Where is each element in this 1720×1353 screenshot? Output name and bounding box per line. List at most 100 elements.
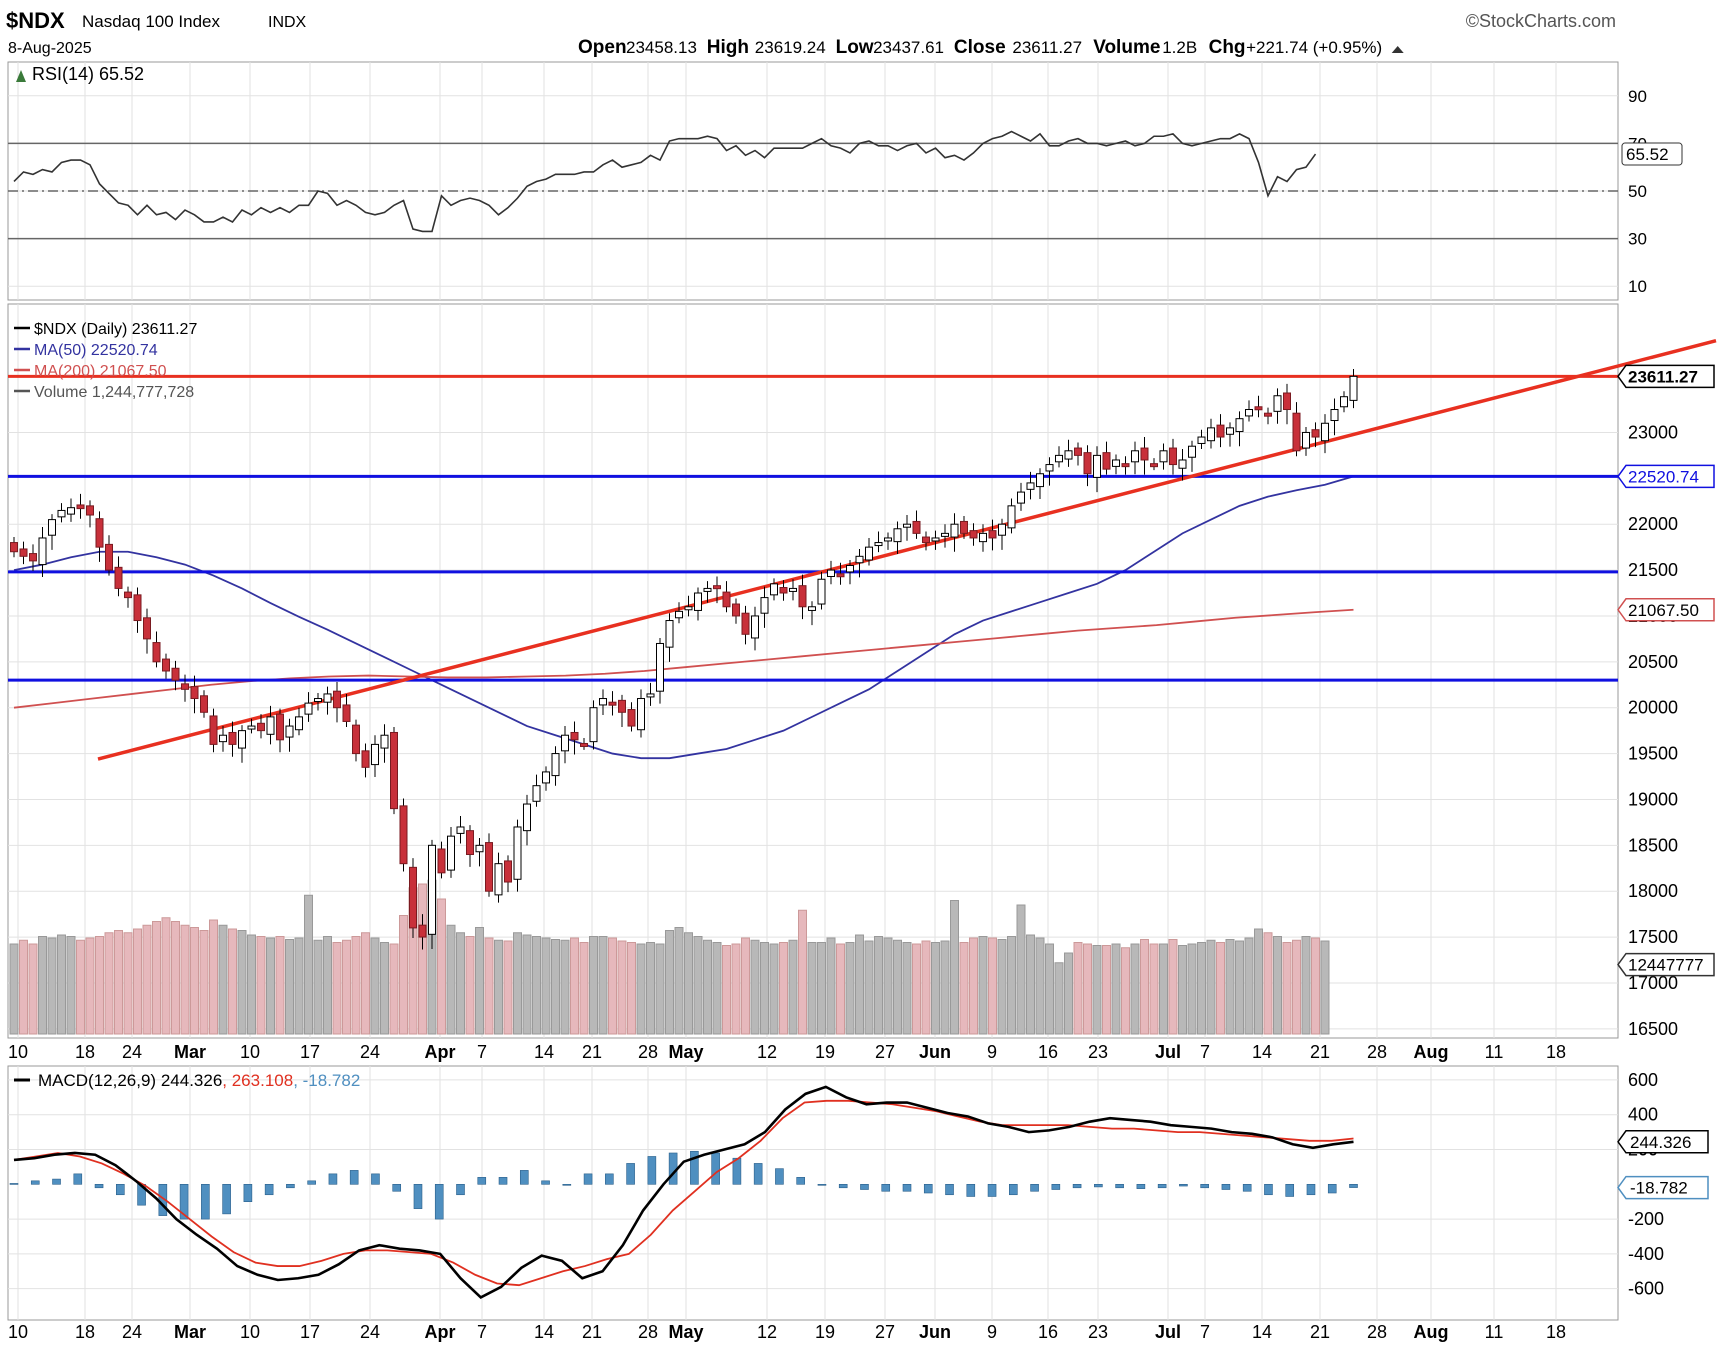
candle: [998, 518, 1006, 550]
macd-histogram-bar: [1030, 1184, 1039, 1192]
volume-bar: [817, 942, 826, 1035]
volume-bar: [1235, 940, 1244, 1035]
price-tick-label: 21500: [1628, 560, 1678, 580]
volume-bar: [199, 930, 209, 1035]
macd-x-tick-label: 7: [1200, 1322, 1210, 1342]
candle: [456, 815, 465, 844]
candle-body: [1102, 452, 1111, 470]
volume-bar: [142, 924, 152, 1035]
candle-body: [979, 532, 987, 543]
macd-histogram-bar: [52, 1178, 61, 1185]
price-x-tick-label: 28: [1367, 1042, 1387, 1062]
macd-x-tick-label: 14: [534, 1322, 554, 1342]
candle-body: [1226, 427, 1234, 435]
candle-body: [447, 835, 455, 871]
candle-body: [1036, 473, 1044, 488]
candle-body: [295, 716, 303, 731]
volume-bar: [304, 894, 313, 1035]
volume-bar: [1130, 943, 1140, 1035]
candle: [703, 581, 712, 603]
macd-histogram-bar: [1115, 1184, 1124, 1189]
macd-histogram-bar: [1242, 1184, 1252, 1192]
volume-bar: [902, 942, 912, 1035]
candle: [1131, 441, 1139, 475]
volume-bar: [912, 943, 921, 1035]
volume-bar: [1178, 945, 1187, 1035]
macd-histogram-bar: [328, 1173, 338, 1185]
volume-bar: [361, 932, 370, 1035]
price-x-tick-label: Jun: [919, 1042, 951, 1062]
ohlc-value: +221.74 (+0.95%): [1246, 38, 1382, 57]
candle: [285, 718, 294, 752]
volume-bar: [85, 937, 95, 1035]
candle: [1102, 441, 1111, 475]
macd-histogram-bar: [541, 1180, 550, 1185]
volume-bar: [636, 943, 646, 1035]
candle-body: [181, 683, 189, 690]
candle: [561, 726, 569, 764]
volume-bar: [1016, 904, 1026, 1035]
macd-x-tick-label: 18: [1546, 1322, 1566, 1342]
volume-bar: [731, 943, 741, 1035]
ohlc-label: Chg: [1209, 37, 1246, 58]
candle-body: [570, 731, 579, 741]
macd-x-tick-label: 10: [8, 1322, 28, 1342]
candle-body: [637, 698, 645, 731]
macd-histogram-bar: [243, 1184, 253, 1202]
macd-tick-label: -600: [1628, 1279, 1664, 1299]
macd-histogram-bar: [179, 1184, 189, 1220]
volume-bar: [114, 930, 123, 1035]
volume-bar: [883, 937, 893, 1035]
candle-body: [124, 591, 132, 599]
date-text: 8-Aug-2025: [8, 40, 92, 57]
macd-line: [13, 1085, 1354, 1299]
price-tick-label: 17500: [1628, 927, 1678, 947]
candle-body: [76, 504, 85, 510]
price-tick-label: 22000: [1628, 514, 1678, 534]
volume-bar: [209, 919, 218, 1035]
volume-bar: [1320, 940, 1330, 1035]
candle: [1178, 448, 1187, 481]
price-legend-text: MA(50) 22520.74: [34, 342, 158, 359]
volume-bar: [9, 943, 19, 1035]
candle: [276, 708, 284, 753]
volume-bar: [247, 934, 256, 1035]
candle: [1235, 411, 1244, 447]
volume-bar: [1111, 943, 1121, 1035]
candle-body: [352, 724, 360, 755]
volume-bar: [294, 937, 304, 1035]
macd-tick-label: 400: [1628, 1105, 1658, 1125]
price-value-label: 21067.50: [1628, 601, 1699, 620]
candle-body: [342, 704, 351, 722]
volume-bar: [76, 939, 85, 1035]
candle-body: [836, 573, 845, 578]
candle: [694, 587, 702, 621]
candle: [333, 682, 341, 723]
volume-bar: [47, 937, 57, 1035]
candle: [589, 700, 598, 750]
candle: [38, 526, 47, 577]
price-value-tag: [1617, 952, 1715, 977]
candle: [646, 682, 655, 706]
candle: [1254, 395, 1263, 418]
volume-bar: [123, 932, 133, 1035]
macd-histogram-bar: [349, 1170, 359, 1185]
price-tick-label: 20500: [1628, 652, 1678, 672]
macd-histogram-bar: [1157, 1184, 1167, 1189]
candle: [181, 674, 189, 702]
volume-bar: [152, 921, 161, 1035]
volume-bar: [798, 909, 807, 1035]
macd-histogram-bar: [817, 1184, 827, 1186]
candle: [1349, 369, 1358, 409]
volume-bar: [1064, 952, 1073, 1035]
volume-bar: [1244, 937, 1254, 1035]
candle: [637, 689, 645, 738]
candle-body: [437, 848, 446, 874]
ohlc-value: 23611.27: [1012, 38, 1082, 57]
volume-bar: [541, 937, 551, 1035]
candle-body: [874, 542, 883, 547]
candle: [1007, 498, 1016, 534]
candle-body: [1083, 452, 1092, 475]
price-legend-text: Volume 1,244,777,728: [34, 384, 194, 401]
